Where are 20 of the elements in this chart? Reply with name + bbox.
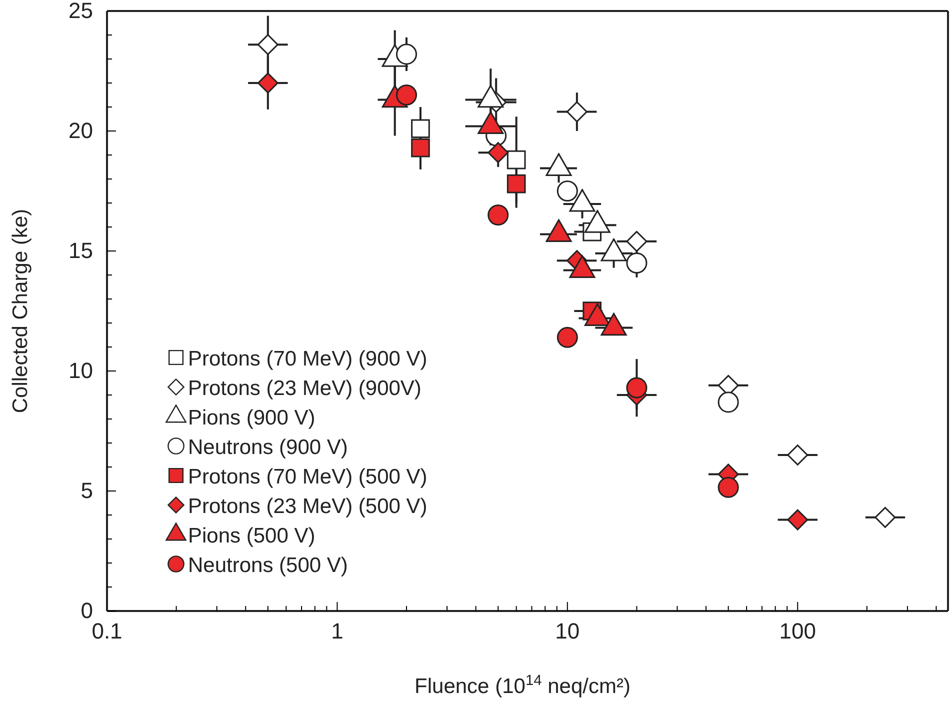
- x-tick-label: 100: [779, 618, 816, 644]
- y-tick-label: 10: [68, 358, 93, 384]
- legend-label: Protons (23 MeV) (900V): [188, 377, 422, 400]
- y-tick-label: 0: [80, 598, 93, 624]
- y-tick-label: 15: [68, 238, 93, 264]
- legend-label: Neutrons (500 V): [188, 554, 348, 577]
- y-tick-label: 25: [68, 0, 93, 24]
- legend-label: Neutrons (900 V): [188, 436, 348, 459]
- legend-label: Protons (70 MeV) (900 V): [188, 348, 428, 370]
- legend-label: Pions (500 V): [188, 524, 316, 548]
- y-tick-label: 5: [80, 478, 93, 504]
- legend-label: Protons (23 MeV) (500 V): [188, 495, 428, 518]
- x-tick-label: 1: [331, 618, 344, 644]
- y-axis-title: Collected Charge (ke): [9, 208, 32, 414]
- y-tick-label: 20: [68, 118, 93, 144]
- x-tick-label: 0.1: [92, 618, 122, 644]
- x-tick-label: 10: [555, 618, 580, 644]
- legend-label: Protons (70 MeV) (500 V): [188, 466, 428, 488]
- x-axis-title: Fluence (10$^{14}$ neq/cm²): [414, 673, 630, 698]
- legend-label: Pions (900 V): [188, 406, 316, 430]
